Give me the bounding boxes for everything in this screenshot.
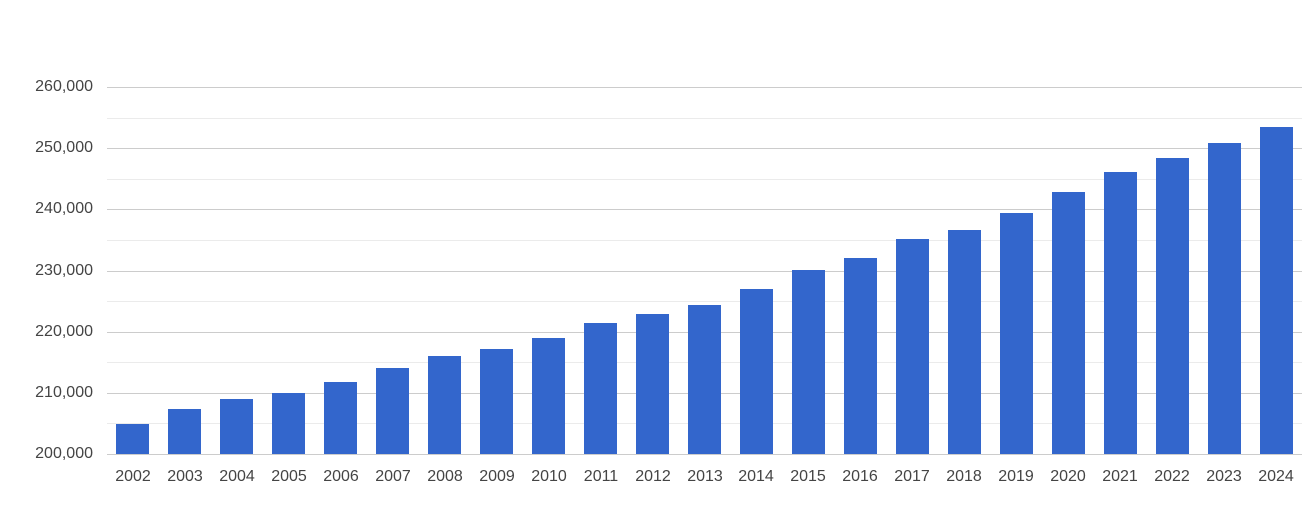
bar-2021[interactable]	[1104, 172, 1137, 454]
bar-2012[interactable]	[636, 314, 669, 454]
bar-2007[interactable]	[376, 368, 409, 454]
bar-2013[interactable]	[688, 305, 721, 454]
x-tick-label-2005: 2005	[271, 468, 307, 485]
x-tick-label-2013: 2013	[687, 468, 723, 485]
y-tick-label-230000: 230,000	[35, 262, 93, 279]
bar-2014[interactable]	[740, 289, 773, 454]
x-tick-label-2002: 2002	[115, 468, 151, 485]
bar-2005[interactable]	[272, 393, 305, 454]
minor-gridline-255000	[107, 118, 1302, 119]
major-gridline-200000	[107, 454, 1302, 455]
y-tick-label-220000: 220,000	[35, 323, 93, 340]
bar-2010[interactable]	[532, 338, 565, 454]
major-gridline-260000	[107, 87, 1302, 88]
x-tick-label-2022: 2022	[1154, 468, 1190, 485]
bar-2002[interactable]	[116, 424, 149, 454]
x-tick-label-2024: 2024	[1258, 468, 1294, 485]
x-tick-label-2007: 2007	[375, 468, 411, 485]
x-tick-label-2003: 2003	[167, 468, 203, 485]
y-tick-label-210000: 210,000	[35, 384, 93, 401]
bar-2015[interactable]	[792, 270, 825, 454]
y-tick-label-240000: 240,000	[35, 200, 93, 217]
bar-2017[interactable]	[896, 239, 929, 454]
x-tick-label-2015: 2015	[790, 468, 826, 485]
bar-2023[interactable]	[1208, 143, 1241, 454]
y-tick-label-260000: 260,000	[35, 78, 93, 95]
bar-2019[interactable]	[1000, 213, 1033, 454]
bar-2006[interactable]	[324, 382, 357, 454]
x-tick-label-2009: 2009	[479, 468, 515, 485]
x-tick-label-2012: 2012	[635, 468, 671, 485]
x-tick-label-2018: 2018	[946, 468, 982, 485]
y-tick-label-250000: 250,000	[35, 139, 93, 156]
x-tick-label-2010: 2010	[531, 468, 567, 485]
x-tick-label-2019: 2019	[998, 468, 1034, 485]
bar-2016[interactable]	[844, 258, 877, 454]
bar-2022[interactable]	[1156, 158, 1189, 454]
bar-2004[interactable]	[220, 399, 253, 454]
major-gridline-250000	[107, 148, 1302, 149]
x-tick-label-2016: 2016	[842, 468, 878, 485]
x-tick-label-2023: 2023	[1206, 468, 1242, 485]
x-tick-label-2008: 2008	[427, 468, 463, 485]
x-tick-label-2017: 2017	[894, 468, 930, 485]
x-tick-label-2011: 2011	[583, 468, 619, 485]
bar-2009[interactable]	[480, 349, 513, 454]
y-tick-label-200000: 200,000	[35, 445, 93, 462]
bar-2011[interactable]	[584, 323, 617, 454]
bar-2003[interactable]	[168, 409, 201, 454]
x-tick-label-2006: 2006	[323, 468, 359, 485]
bar-2020[interactable]	[1052, 192, 1085, 454]
bar-2024[interactable]	[1260, 127, 1293, 454]
bar-2018[interactable]	[948, 230, 981, 454]
bar-2008[interactable]	[428, 356, 461, 454]
x-tick-label-2021: 2021	[1102, 468, 1138, 485]
x-tick-label-2004: 2004	[219, 468, 255, 485]
x-tick-label-2020: 2020	[1050, 468, 1086, 485]
x-tick-label-2014: 2014	[738, 468, 774, 485]
